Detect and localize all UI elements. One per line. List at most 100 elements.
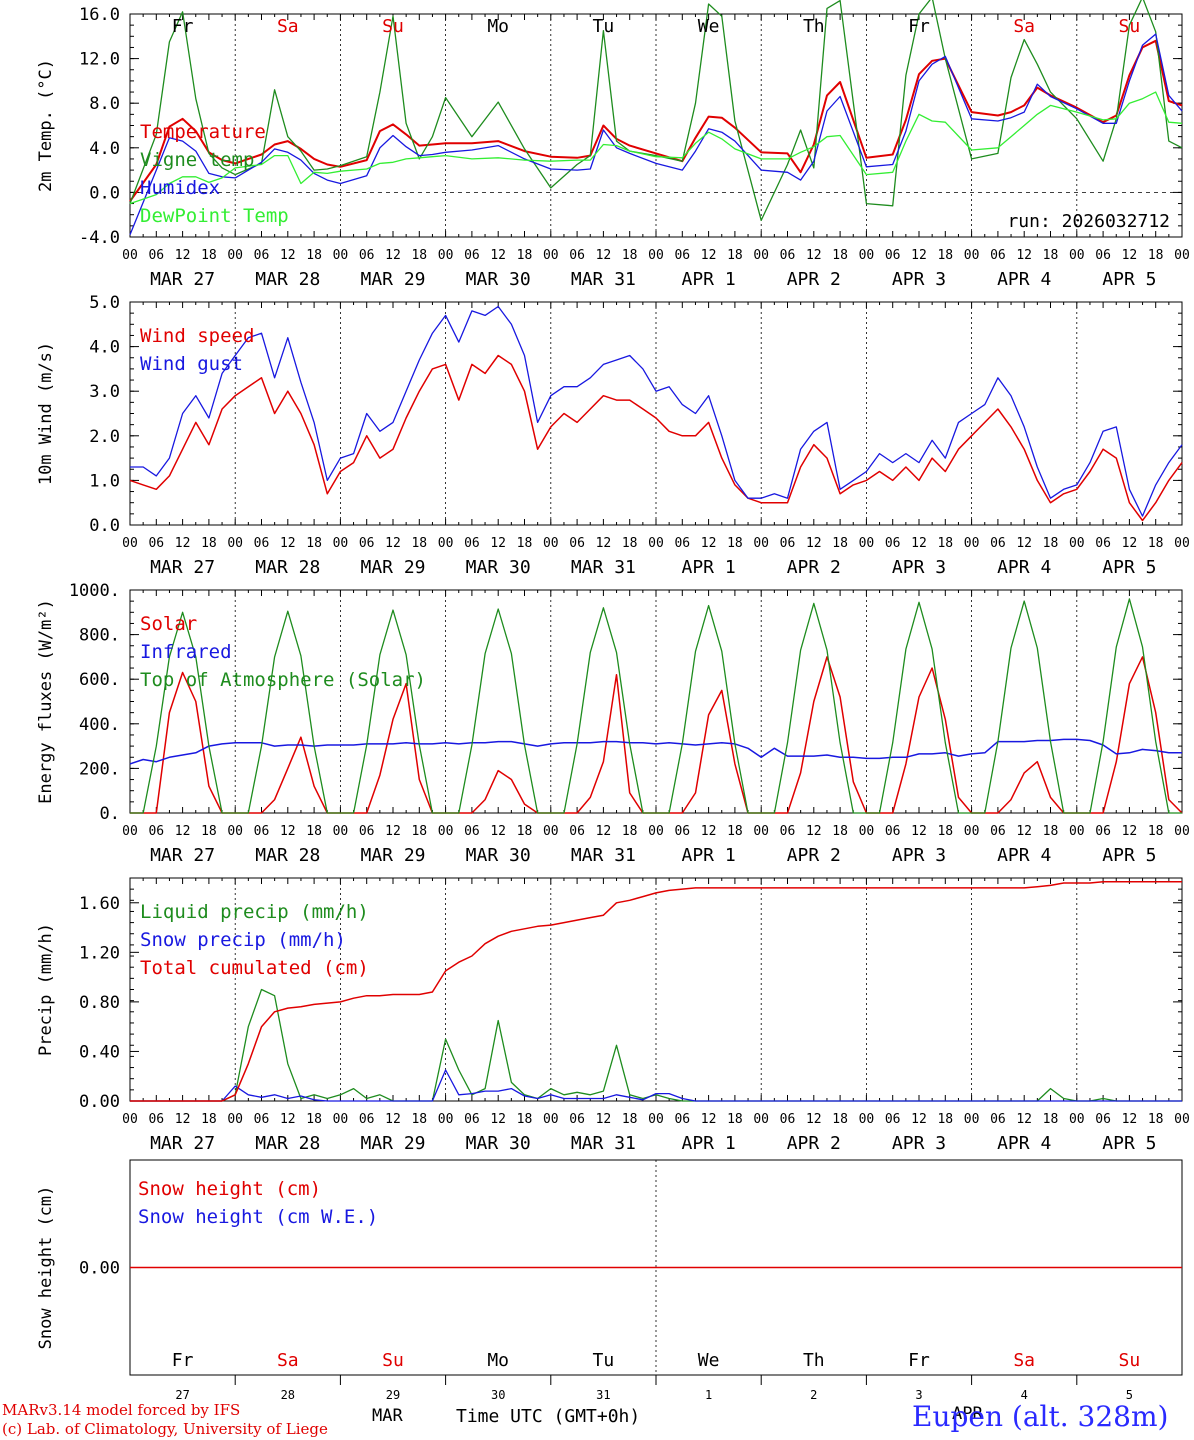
series-line xyxy=(130,598,1182,814)
hour-tick-label: 00 xyxy=(227,824,243,839)
hour-tick-label: 06 xyxy=(1095,824,1111,839)
hour-tick-label: 00 xyxy=(122,824,138,839)
hour-tick-label: 18 xyxy=(517,1112,533,1127)
series-line xyxy=(129,354,1183,522)
hour-tick-label: 06 xyxy=(254,1112,270,1127)
hour-tick-label: 06 xyxy=(1095,1112,1111,1127)
hour-tick-label: 00 xyxy=(333,824,349,839)
legend-entry: DewPoint Temp xyxy=(140,205,289,227)
weekday-label: We xyxy=(698,16,720,37)
date-label: APR 5 xyxy=(1102,845,1156,866)
weekday-label: Th xyxy=(803,1350,825,1371)
hour-tick-label: 00 xyxy=(333,1112,349,1127)
date-label: APR 2 xyxy=(787,557,841,578)
hour-tick-label: 00 xyxy=(1174,248,1190,263)
weekday-label: Fr xyxy=(172,16,194,37)
hour-tick-label: 06 xyxy=(359,824,375,839)
date-label: MAR 27 xyxy=(150,845,215,866)
hour-tick-label: 18 xyxy=(1043,248,1059,263)
y-tick-label: 200. xyxy=(79,759,120,779)
hour-tick-label: 12 xyxy=(490,1112,506,1127)
y-tick-label: 4.0 xyxy=(89,338,120,358)
weekday-label: We xyxy=(698,1350,720,1371)
hour-tick-label: 12 xyxy=(385,1112,401,1127)
hour-tick-label: 18 xyxy=(727,1112,743,1127)
hour-tick-label: 06 xyxy=(990,536,1006,551)
weekday-label: Sa xyxy=(1013,1350,1035,1371)
hour-tick-label: 00 xyxy=(122,248,138,263)
date-label: MAR 29 xyxy=(360,1133,425,1154)
hour-tick-label: 18 xyxy=(832,248,848,263)
hour-tick-label: 00 xyxy=(753,248,769,263)
hour-tick-label: 00 xyxy=(648,1112,664,1127)
date-label: APR 4 xyxy=(997,269,1051,290)
day-number-label: 4 xyxy=(1021,1388,1028,1402)
hour-tick-label: 18 xyxy=(1148,248,1164,263)
date-label: APR 3 xyxy=(892,1133,946,1154)
y-tick-label: 0.00 xyxy=(79,1259,120,1279)
hour-tick-label: 00 xyxy=(1069,536,1085,551)
weekday-label: Su xyxy=(382,16,404,37)
hour-tick-label: 18 xyxy=(937,536,953,551)
y-tick-label: 1000. xyxy=(69,581,120,601)
hour-tick-label: 12 xyxy=(911,536,927,551)
date-label: MAR 31 xyxy=(571,269,636,290)
weekday-label: Sa xyxy=(1013,16,1035,37)
hour-tick-label: 00 xyxy=(1174,824,1190,839)
date-label: APR 3 xyxy=(892,557,946,578)
series-line xyxy=(129,33,1183,236)
date-label: APR 2 xyxy=(787,845,841,866)
hour-tick-label: 18 xyxy=(832,1112,848,1127)
hour-tick-label: 06 xyxy=(569,536,585,551)
hour-tick-label: 06 xyxy=(148,824,164,839)
hour-tick-label: 00 xyxy=(859,824,875,839)
hour-tick-label: 18 xyxy=(411,1112,427,1127)
y-tick-label: 0.40 xyxy=(79,1042,120,1062)
hour-tick-label: 18 xyxy=(411,248,427,263)
date-label: APR 1 xyxy=(682,1133,736,1154)
hour-tick-label: 06 xyxy=(674,824,690,839)
weekday-label: Su xyxy=(1119,16,1141,37)
series-line xyxy=(129,738,1182,765)
hour-tick-label: 18 xyxy=(411,824,427,839)
hour-tick-label: 12 xyxy=(175,536,191,551)
hour-tick-label: 06 xyxy=(569,248,585,263)
hour-tick-label: 12 xyxy=(280,248,296,263)
date-label: APR 4 xyxy=(997,1133,1051,1154)
hour-tick-label: 12 xyxy=(1122,1112,1138,1127)
hour-tick-label: 12 xyxy=(1016,248,1032,263)
legend-entry: Vigne temp xyxy=(140,149,254,171)
y-axis-label: Precip (mm/h) xyxy=(36,923,56,1056)
date-label: APR 2 xyxy=(787,1133,841,1154)
y-tick-label: 16.0 xyxy=(79,5,120,25)
weekday-label: Mo xyxy=(487,1350,509,1371)
hour-tick-label: 18 xyxy=(517,824,533,839)
hour-tick-label: 06 xyxy=(148,248,164,263)
hour-tick-label: 12 xyxy=(175,1112,191,1127)
weekday-label: Tu xyxy=(593,16,615,37)
hour-tick-label: 00 xyxy=(438,248,454,263)
series-line xyxy=(130,1069,1182,1102)
series-line xyxy=(129,91,1183,205)
hour-tick-label: 06 xyxy=(674,248,690,263)
credit-lab: (c) Lab. of Climatology, University of L… xyxy=(2,1420,328,1438)
hour-tick-label: 00 xyxy=(859,248,875,263)
hour-tick-label: 12 xyxy=(280,536,296,551)
y-tick-label: 400. xyxy=(79,715,120,735)
weekday-label: Su xyxy=(382,1350,404,1371)
legend-entry: Snow height (cm) xyxy=(138,1178,321,1200)
hour-tick-label: 00 xyxy=(543,248,559,263)
date-label: APR 4 xyxy=(997,557,1051,578)
date-label: MAR 30 xyxy=(466,557,531,578)
y-tick-label: 0.0 xyxy=(89,183,120,203)
legend-entry: Snow height (cm W.E.) xyxy=(138,1206,378,1228)
hour-tick-label: 06 xyxy=(254,824,270,839)
hour-tick-label: 18 xyxy=(201,536,217,551)
date-label: MAR 27 xyxy=(150,557,215,578)
y-axis-label: Energy fluxes (W/m²) xyxy=(36,599,56,804)
credit-model: MARv3.14 model forced by IFS xyxy=(2,1401,241,1419)
date-label: APR 5 xyxy=(1102,1133,1156,1154)
hour-tick-label: 06 xyxy=(148,536,164,551)
date-label: APR 5 xyxy=(1102,269,1156,290)
